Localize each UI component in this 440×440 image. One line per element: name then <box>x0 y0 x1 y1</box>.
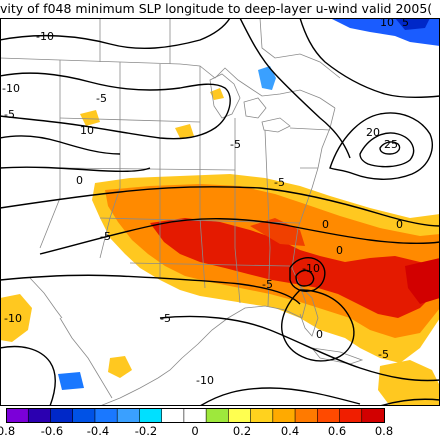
contour-label: -10 <box>196 374 214 387</box>
colorbar-cell <box>94 408 118 423</box>
colorbar-cell <box>228 408 251 423</box>
contour-label: 10 <box>380 18 394 29</box>
colorbar-cells <box>6 408 385 423</box>
contour-label: 0 <box>322 218 329 231</box>
colorbar-tick: -0.4 <box>86 424 110 438</box>
colorbar-cell <box>317 408 340 423</box>
positive-region-strong <box>250 218 305 246</box>
colorbar-cell <box>28 408 51 423</box>
colorbar-tick: 0.2 <box>232 424 252 438</box>
colorbar-cell <box>139 408 162 423</box>
positive-region-weak <box>175 124 194 138</box>
colorbar-cell <box>295 408 318 423</box>
colorbar-cell <box>183 408 207 423</box>
negative-region <box>395 18 430 30</box>
colorbar-tick: -0.6 <box>40 424 64 438</box>
contour-label: 0 <box>396 218 403 231</box>
positive-region-weak <box>378 360 440 406</box>
positive-region-weak <box>80 110 100 126</box>
colorbar-cell <box>250 408 274 423</box>
contour-label: -5 <box>378 348 389 361</box>
colorbar-cell <box>6 408 29 423</box>
contour-label: 5 <box>402 18 409 29</box>
negative-region <box>58 372 84 390</box>
contour-label: -5 <box>274 176 285 189</box>
colorbar-cell <box>161 408 185 423</box>
colorbar-tick: -0.2 <box>134 424 158 438</box>
colorbar-tick: 0.6 <box>327 424 347 438</box>
positive-region-strong <box>150 218 440 318</box>
contour-label: 10 <box>80 124 94 137</box>
contour-label: 20 <box>366 126 380 139</box>
contour-label: -5 <box>160 312 171 325</box>
contour-label-group: -10 -10 -5 -5 10 10 -5 0 0 -5 0 -5 -10 -… <box>2 18 409 387</box>
colorbar-frame <box>6 408 385 423</box>
geographic-borders <box>0 18 364 406</box>
colorbar-cell <box>117 408 140 423</box>
positive-region-strong <box>405 258 440 304</box>
colorbar-cell <box>206 408 229 423</box>
contour-label: -10 <box>302 262 320 275</box>
colorbar-cell <box>339 408 363 423</box>
contour-label: -5 <box>100 230 111 243</box>
contour-label: 0 <box>316 328 323 341</box>
contour-label: -5 <box>4 108 15 121</box>
contour-label: 0 <box>76 174 83 187</box>
colorbar-tick: 0.8 <box>374 424 394 438</box>
contour-label: -5 <box>230 138 241 151</box>
sensitivity-map: -10 -10 -5 -5 10 10 -5 0 0 -5 0 -5 -10 -… <box>0 18 440 406</box>
contour-label: -5 <box>96 92 107 105</box>
contour-label: -5 <box>262 278 273 291</box>
contour-label: -10 <box>36 30 54 43</box>
contour-label: 0 <box>336 244 343 257</box>
contour-label: -10 <box>2 82 20 95</box>
colorbar-cell <box>72 408 96 423</box>
contour-label: -10 <box>4 312 22 325</box>
colorbar-ticks: 0.8 -0.6 -0.4 -0.2 0 0.2 0.4 0.6 0.8 <box>0 424 440 440</box>
negative-region <box>258 66 276 90</box>
map-title: vity of f048 minimum SLP longitude to de… <box>0 1 433 16</box>
colorbar <box>6 408 385 423</box>
colorbar-cell <box>272 408 296 423</box>
colorbar-tick: 0.4 <box>280 424 300 438</box>
positive-region-weak <box>108 356 132 378</box>
colorbar-tick: 0.8 <box>0 424 16 438</box>
colorbar-tick: 0 <box>191 424 199 438</box>
colorbar-cell <box>361 408 385 423</box>
colorbar-cell <box>50 408 74 423</box>
positive-region-weak <box>210 88 224 100</box>
contour-lines <box>0 18 440 406</box>
contour-label: 25 <box>384 138 398 151</box>
positive-region-weak <box>0 294 32 342</box>
